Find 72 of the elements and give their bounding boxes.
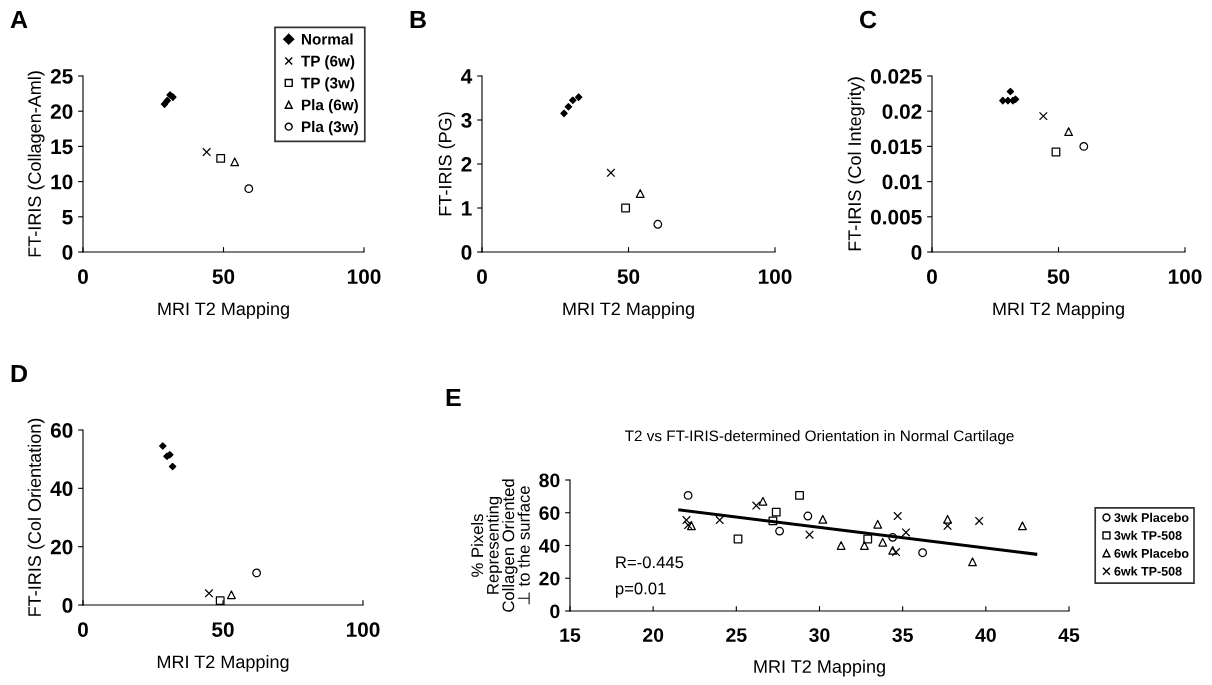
y-tick-label: 0 [461,245,472,260]
annotation: R=-0.445 [616,556,684,569]
x-tick-label: 100 [347,269,381,284]
x-tick-label: 50 [1047,269,1070,284]
x-tick-label: 25 [726,628,747,642]
legend-label: 6wk Placebo [1114,548,1189,558]
x-tick-label: 45 [1058,628,1080,642]
y-tick-label: 0 [62,598,73,613]
legend-label: TP (6w) [301,55,355,70]
x-tick-label: 40 [975,628,996,642]
x-tick-label: 35 [892,628,913,642]
y-tick-label: 0.025 [870,69,922,84]
y-tick-label: 60 [539,506,560,520]
y-axis-title: FT-IRIS (Col Integrity) [847,77,865,251]
x-tick-label: 0 [477,269,487,284]
x-tick-label: 20 [643,628,664,642]
y-tick-label: 0 [550,604,560,619]
y-tick-label: 5 [62,210,73,225]
text: A [10,10,28,29]
y-axis-title: FT-IRIS (Collagen-Aml) [27,71,45,257]
text: B [410,10,426,29]
y-tick-label: 0.015 [870,139,922,155]
legend-label: 6wk TP-508 [1114,566,1182,576]
y-axis-title: % Pixels Representing Collagen Oriented ⊥ to the surface [470,479,530,612]
x-tick-label: 100 [758,269,792,284]
legend-label: 3wk Placebo [1114,512,1189,523]
legend-label: TP (3w) [301,77,355,92]
x-tick-label: 0 [78,622,88,637]
x-axis-title: MRI T2 Mapping [563,301,694,319]
text: D [11,364,27,383]
y-tick-label: 20 [539,571,560,586]
y-axis-title: FT-IRIS (Col Orientation) [27,418,45,616]
legend-label: Pla (3w) [301,120,358,136]
text: E [446,388,461,407]
x-axis-title: MRI T2 Mapping [158,301,289,319]
x-tick-label: 50 [617,269,640,284]
y-tick-label: 80 [539,473,560,488]
x-axis-title: MRI T2 Mapping [754,659,885,677]
chart-title: T2 vs FT-IRIS-determined Orientation in Normal Cartilage [625,430,1014,445]
y-tick-label: 3 [461,113,472,128]
y-tick-label: 0 [62,245,73,260]
legend-label: Normal [301,33,353,45]
x-tick-label: 50 [212,622,234,637]
y-axis-title: FT-IRIS (PG) [438,112,456,216]
text: C [860,10,877,29]
y-tick-label: 20 [50,104,73,119]
x-tick-label: 50 [212,269,235,284]
x-tick-label: 100 [346,622,380,637]
y-tick-label: 40 [50,481,73,497]
y-tick-label: 15 [51,139,73,155]
x-tick-label: 15 [560,628,581,642]
y-tick-label: 0.01 [882,174,922,190]
y-tick-label: 0.02 [882,104,922,119]
x-tick-label: 0 [927,269,937,284]
y-tick-label: 10 [51,174,73,190]
y-tick-label: 25 [50,69,73,84]
y-tick-label: 0 [911,245,922,260]
y-tick-label: 60 [50,423,73,438]
legend-label: Pla (6w) [301,99,358,114]
y-tick-label: 20 [50,539,73,555]
y-tick-label: 1 [462,201,472,216]
x-axis-title: MRI T2 Mapping [157,654,289,672]
annotation: p=0.01 [615,582,666,598]
x-tick-label: 0 [78,269,88,284]
x-tick-label: 30 [809,628,830,642]
y-tick-label: 4 [461,69,473,84]
x-tick-label: 100 [1168,269,1202,284]
y-tick-label: 0.005 [870,209,922,225]
y-tick-label: 40 [538,538,560,553]
x-axis-title: MRI T2 Mapping [993,301,1124,319]
legend-label: 3wk TP-508 [1114,530,1182,540]
y-tick-label: 2 [461,157,472,172]
